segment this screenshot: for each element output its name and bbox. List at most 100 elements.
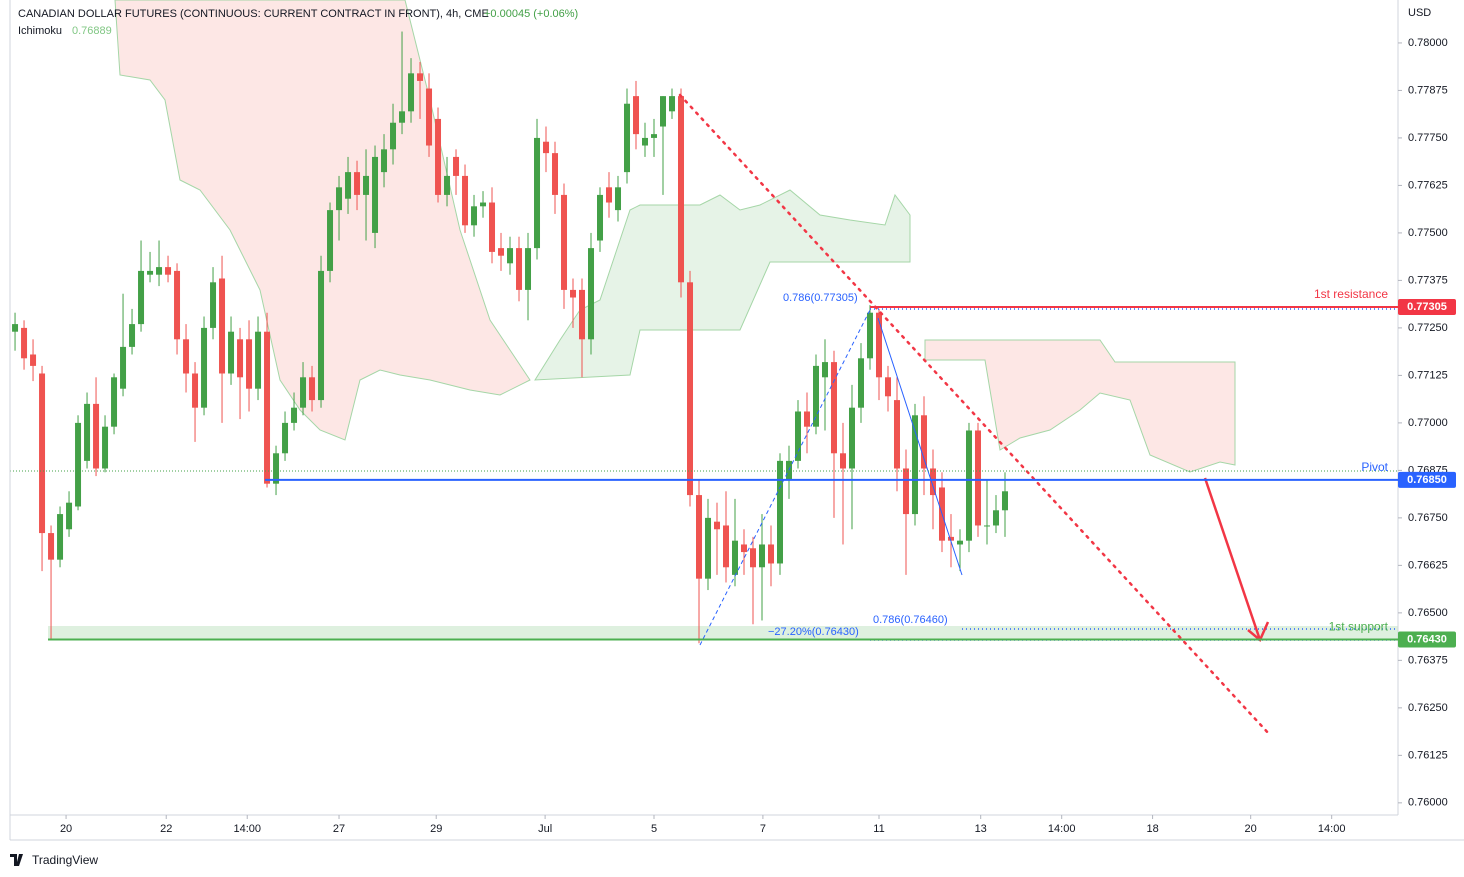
candle-body <box>920 415 927 469</box>
candle-body <box>678 96 685 283</box>
candle-body <box>705 517 712 579</box>
candle-body <box>354 172 361 195</box>
y-tick-label: 0.76750 <box>1408 512 1448 524</box>
fib-label: 0.786(0.76460) <box>873 614 948 626</box>
candle-body <box>615 187 622 211</box>
candle-body <box>210 282 217 328</box>
y-tick-label: 0.77125 <box>1408 369 1448 381</box>
x-tick-label: 29 <box>430 823 442 835</box>
candle-body <box>282 422 289 454</box>
candle-body <box>768 544 775 564</box>
y-tick-label: 0.76625 <box>1408 559 1448 571</box>
candle-body <box>606 187 613 203</box>
level-label: 1st support <box>1329 620 1389 634</box>
candle-body <box>408 73 415 112</box>
cloud-bullish <box>534 189 911 381</box>
candle-body <box>309 377 316 401</box>
x-tick-label: 27 <box>333 823 345 835</box>
y-tick-label: 0.77500 <box>1408 227 1448 239</box>
chart-title: CANADIAN DOLLAR FUTURES (CONTINUOUS: CUR… <box>18 8 489 20</box>
candle-body <box>597 194 604 241</box>
candle-body <box>192 373 199 408</box>
fib-label: −27.20%(0.76430) <box>768 626 859 638</box>
candle-body <box>30 354 37 366</box>
y-tick-label: 0.77875 <box>1408 84 1448 96</box>
indicator-name: Ichimoku <box>18 25 62 37</box>
x-tick-label: 20 <box>1245 823 1257 835</box>
y-tick-label: 0.76500 <box>1408 607 1448 619</box>
candle-body <box>507 248 514 264</box>
candle-body <box>102 426 109 469</box>
candle-body <box>345 172 352 199</box>
candle-body <box>381 149 388 173</box>
candle-body <box>246 339 253 389</box>
price-tag <box>1398 299 1456 316</box>
x-tick-label: 22 <box>160 823 172 835</box>
candle-body <box>435 118 442 195</box>
candle-body <box>552 153 559 195</box>
candle-body <box>866 312 873 359</box>
y-tick-label: 0.76125 <box>1408 749 1448 761</box>
candle-body <box>741 544 748 553</box>
candle-body <box>687 282 694 496</box>
trend-line <box>678 93 1272 737</box>
x-tick-label: 5 <box>651 823 657 835</box>
candle-body <box>120 346 127 389</box>
y-tick-label: 0.77250 <box>1408 322 1448 334</box>
candle-body <box>795 411 802 461</box>
y-tick-label: 0.76000 <box>1408 797 1448 809</box>
candle-body <box>57 514 64 560</box>
candle-body <box>570 289 577 298</box>
x-tick-label: 14:00 <box>233 823 261 835</box>
candle-body <box>372 156 379 233</box>
candle-body <box>624 103 631 173</box>
candle-body <box>732 540 739 575</box>
y-tick-label: 0.77750 <box>1408 132 1448 144</box>
level-label: 1st resistance <box>1314 287 1388 301</box>
y-tick-label: 0.76250 <box>1408 702 1448 714</box>
y-tick-label: 0.78000 <box>1408 37 1448 49</box>
candle-body <box>273 453 280 484</box>
candle-body <box>534 137 541 249</box>
candle-body <box>291 407 298 423</box>
price-tag-label: 0.76850 <box>1407 474 1447 486</box>
candle-body <box>786 460 793 480</box>
price-tag-label: 0.76430 <box>1407 633 1447 645</box>
candle-body <box>138 270 145 325</box>
candle-body <box>66 502 73 530</box>
x-tick-label: 18 <box>1146 823 1158 835</box>
x-tick-label: 13 <box>975 823 987 835</box>
candle-body <box>462 175 469 226</box>
candle-body <box>525 248 532 290</box>
candle-body <box>651 134 658 138</box>
candle-body <box>902 468 909 515</box>
price-tag <box>1398 471 1456 488</box>
candle-body <box>471 206 478 226</box>
candle-body <box>893 400 900 469</box>
candle-body <box>327 210 334 271</box>
candle-body <box>75 422 82 507</box>
fib-line <box>877 317 963 576</box>
brand: TradingView <box>32 853 98 867</box>
candle-body <box>426 88 433 146</box>
candle-body <box>363 175 370 195</box>
candle-body <box>821 362 828 378</box>
candle-body <box>489 202 496 252</box>
candle-body <box>39 373 46 534</box>
candle-body <box>183 339 190 374</box>
plot-area <box>12 31 1008 644</box>
y-tick-label: 0.77000 <box>1408 417 1448 429</box>
x-tick-label: 14:00 <box>1318 823 1346 835</box>
candle-body <box>579 289 586 340</box>
logo: TradingView <box>10 853 98 867</box>
candle-body <box>777 460 784 564</box>
candle-body <box>929 468 936 496</box>
arrow <box>1203 477 1262 641</box>
candle-body <box>857 358 864 408</box>
candle-body <box>956 540 963 545</box>
price-tag-label: 0.77305 <box>1407 301 1447 313</box>
candle-body <box>237 339 244 378</box>
candle-body <box>696 495 703 579</box>
candle-body <box>983 525 990 527</box>
